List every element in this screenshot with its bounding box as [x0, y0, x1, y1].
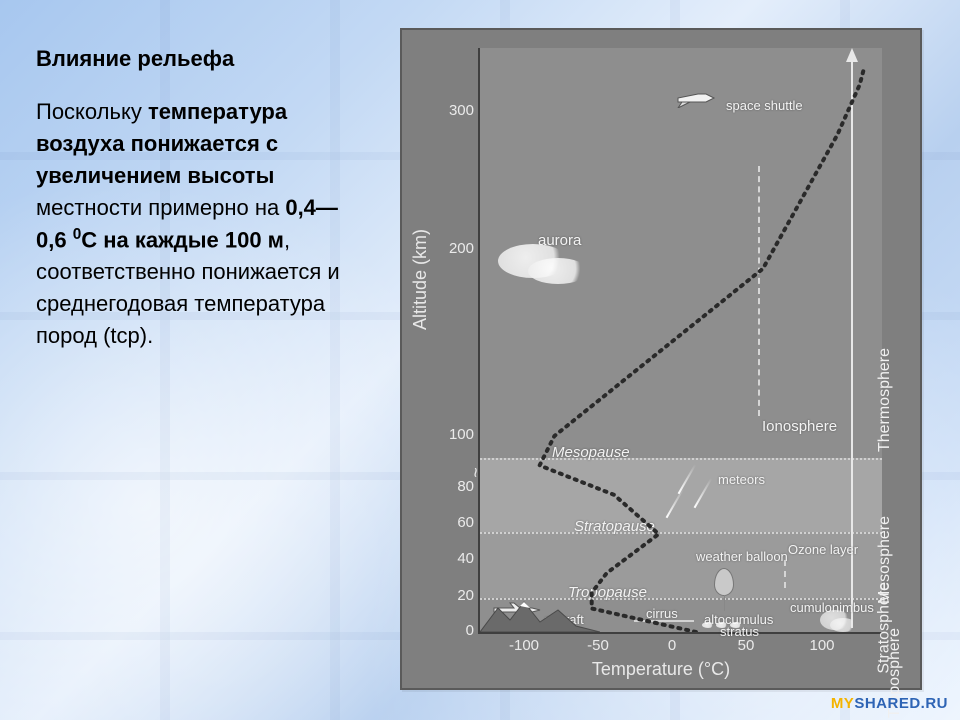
- ytick-200: 200: [434, 240, 474, 257]
- body-pre: Поскольку: [36, 99, 148, 124]
- ytick-80: 80: [434, 478, 474, 495]
- temperature-curve: [480, 48, 882, 632]
- ytick-300: 300: [434, 102, 474, 119]
- ytick-20: 20: [434, 587, 474, 604]
- watermark-left: MY: [831, 695, 855, 712]
- atmosphere-chart: Altitude (km) 0 20 40 60 80 100 200 300 …: [400, 28, 922, 690]
- explanatory-text: Влияние рельефа Поскольку температура во…: [36, 46, 368, 351]
- body-bold-3: С на каждые 100 м: [81, 227, 284, 252]
- ytick-60: 60: [434, 514, 474, 531]
- ytick-100: 100: [434, 426, 474, 443]
- slide-background: Влияние рельефа Поскольку температура во…: [0, 0, 960, 720]
- body-mid: местности примерно на: [36, 195, 285, 220]
- watermark: MYSHARED.RU: [831, 695, 948, 712]
- ytick-0: 0: [434, 622, 474, 639]
- y-axis-label: Altitude (km): [410, 229, 431, 330]
- ytick-40: 40: [434, 550, 474, 567]
- xtick-0: 0: [668, 637, 676, 654]
- xtick--100: -100: [509, 637, 539, 654]
- text-title: Влияние рельефа: [36, 46, 368, 72]
- text-body: Поскольку температура воздуха понижается…: [36, 96, 368, 351]
- plot-area: Troposphere Stratosphere Mesosphere Ther…: [478, 48, 882, 634]
- body-sup: 0: [73, 226, 82, 243]
- watermark-right: SHARED.RU: [854, 695, 948, 712]
- xtick--50: -50: [587, 637, 609, 654]
- x-axis-label: Temperature (°C): [402, 659, 920, 680]
- xtick-50: 50: [738, 637, 755, 654]
- xtick-100: 100: [809, 637, 834, 654]
